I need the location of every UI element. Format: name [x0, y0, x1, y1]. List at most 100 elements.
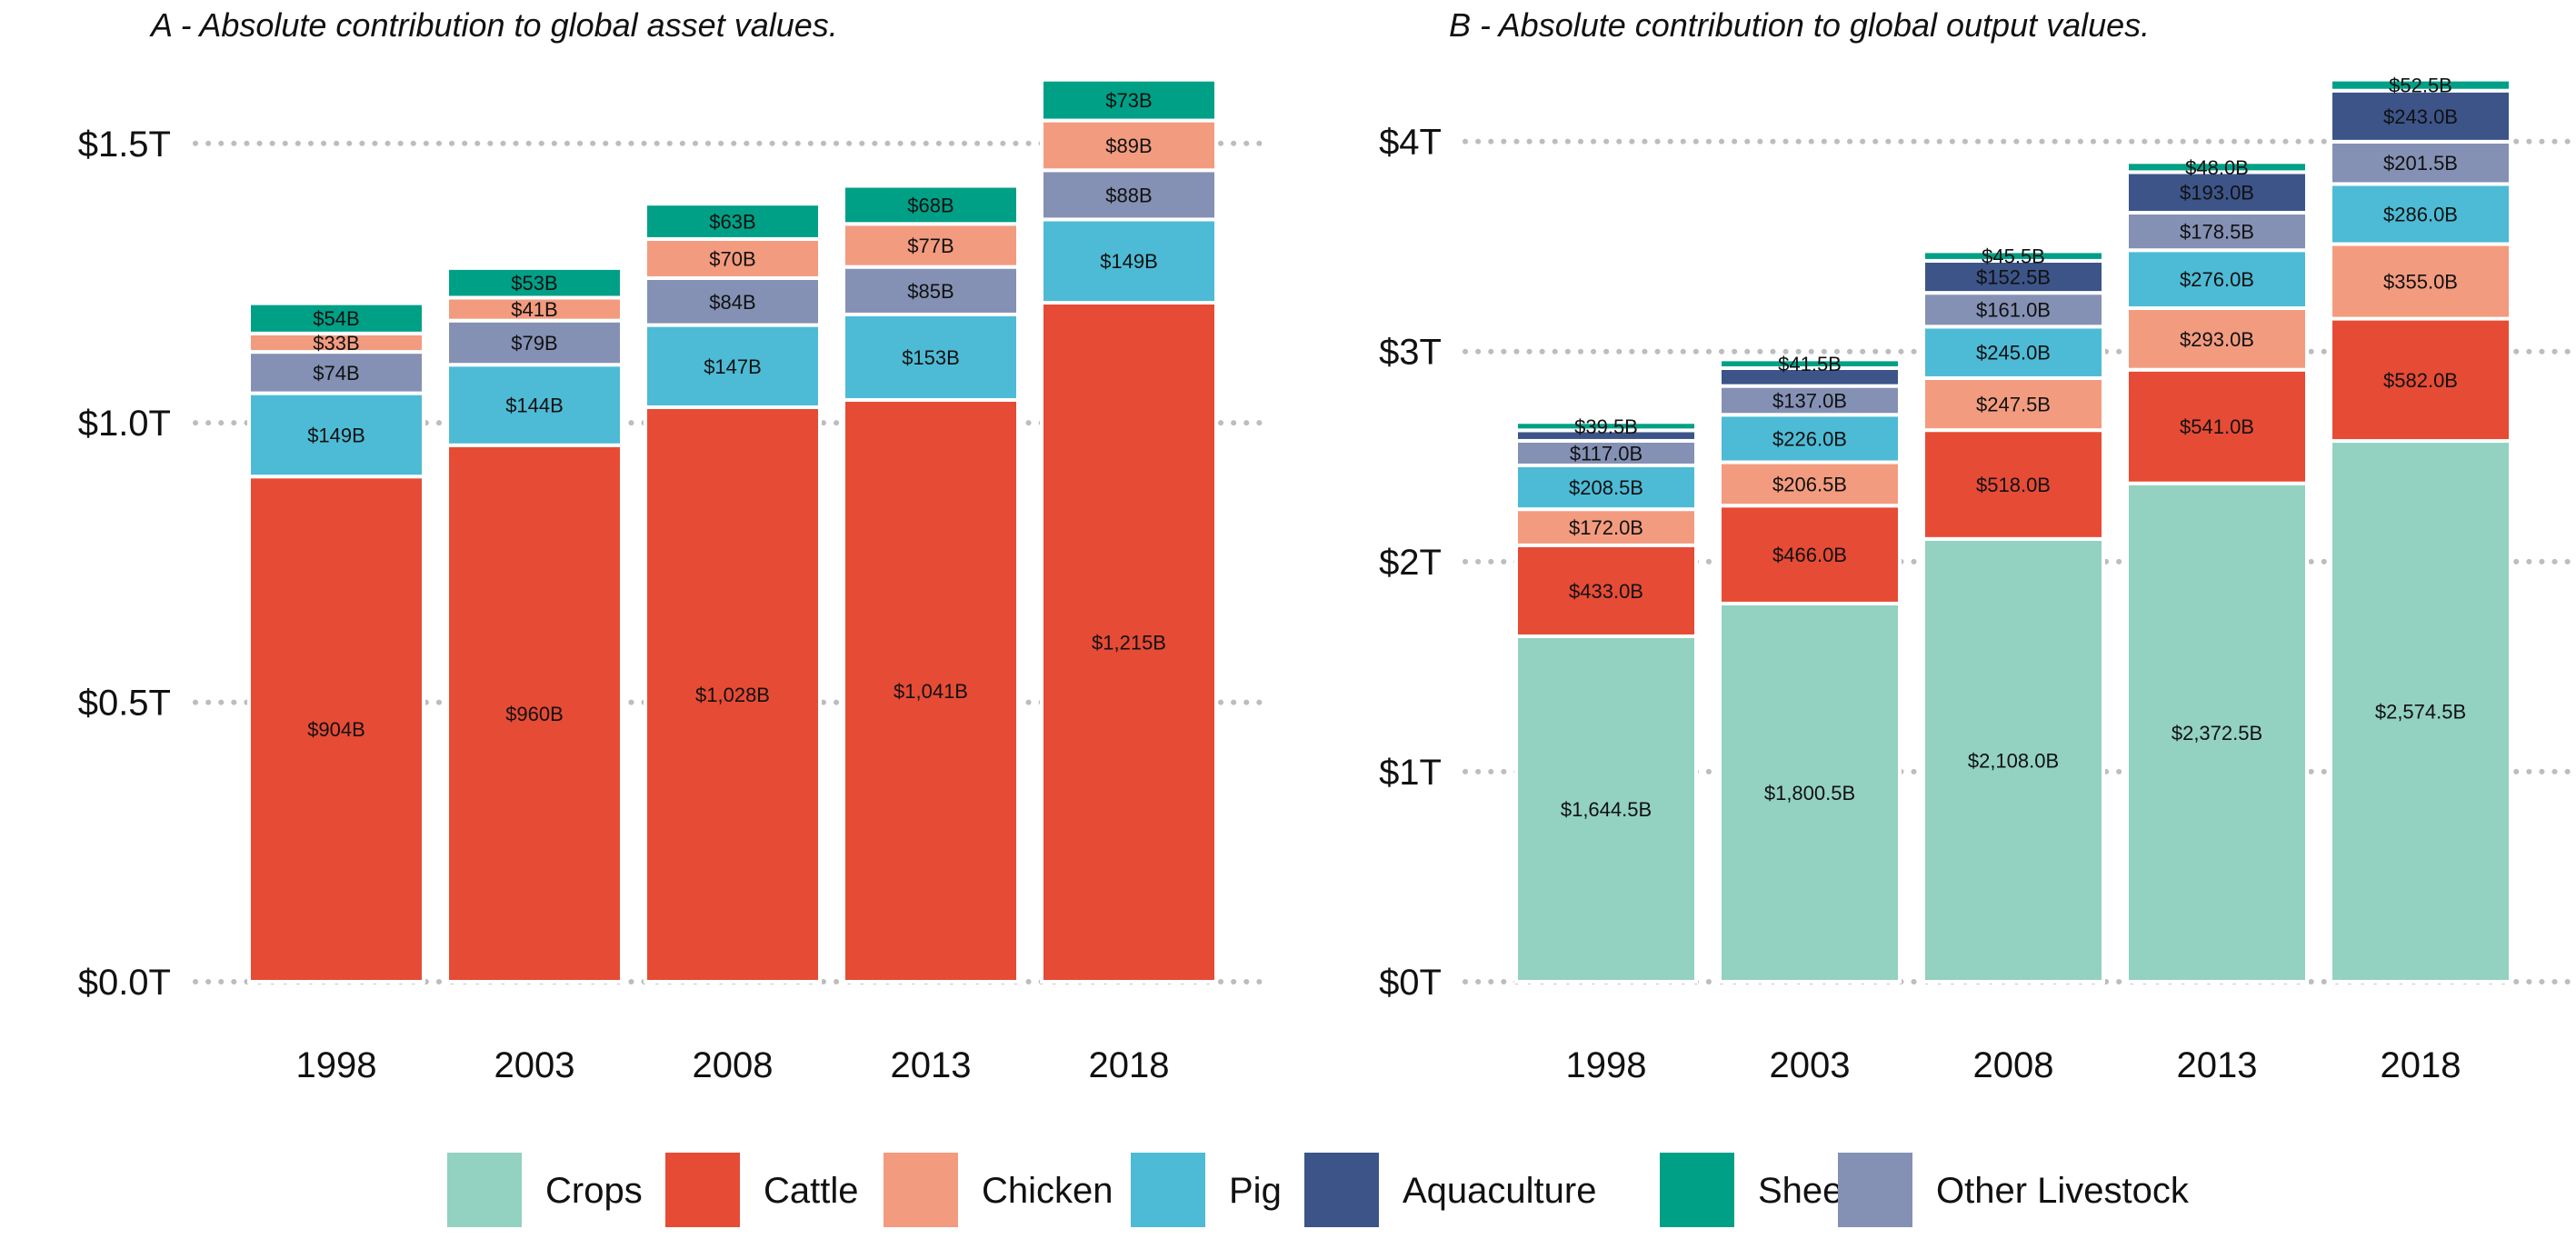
- panel-b-bar-sheep-2013: [2125, 160, 2309, 175]
- panel-b-data-label: $518.0B: [1976, 474, 2051, 496]
- legend-swatch-other-livestock: [1838, 1153, 1912, 1227]
- legend-swatch-cattle: [665, 1153, 740, 1227]
- panel-a-bar-other-livestock-2008: [644, 275, 822, 327]
- panel-b-data-label: $201.5B: [2383, 152, 2458, 175]
- panel-a-y-tick-label: $0.0T: [78, 963, 171, 1003]
- panel-b-data-label: $1,800.5B: [1764, 782, 1855, 804]
- panel-b-bar-cattle-2013: [2125, 367, 2309, 485]
- panel-a-data-label: $88B: [1105, 184, 1152, 206]
- panel-a-data-label: $70B: [709, 247, 755, 270]
- panel-b-bar-crops-2008: [1922, 536, 2105, 984]
- panel-b-data-label: $41.5B: [1778, 353, 1842, 375]
- legend-swatch-chicken: [884, 1153, 958, 1227]
- panel-b-bar-crops-2018: [2329, 439, 2512, 984]
- panel-a-data-label: $33B: [313, 332, 359, 355]
- panel-a-bars: [247, 77, 1218, 984]
- panel-a-x-tick-label: 2008: [693, 1045, 774, 1085]
- panel-b-y-tick-label: $0T: [1379, 963, 1442, 1003]
- panel-a-data-label: $1,041B: [894, 680, 968, 703]
- panel-b-bar-aquaculture-2008: [1922, 258, 2105, 295]
- panel-b-x-tick-label: 2013: [2177, 1045, 2258, 1085]
- panel-b-data-label: $206.5B: [1772, 473, 1847, 495]
- panel-a-data-label: $149B: [307, 424, 365, 446]
- panel-b-data-label: $433.0B: [1569, 580, 1643, 603]
- panel-a-data-label: $85B: [907, 280, 954, 303]
- panel-b-bar-cattle-2008: [1922, 428, 2105, 541]
- panel-a-data-label: $1,215B: [1092, 632, 1166, 654]
- panel-b-data-label: $541.0B: [2180, 415, 2254, 438]
- panel-a-bar-other-livestock-1998: [247, 350, 425, 395]
- panel-b-bar-pig-2003: [1718, 413, 1902, 465]
- panel-b-data-label: $137.0B: [1772, 389, 1847, 412]
- panel-b-data-label: $178.5B: [2180, 221, 2254, 244]
- panel-a-data-label: $74B: [313, 362, 359, 385]
- panel-b-y-axis: $0T $1T $2T $3T $4T: [1379, 123, 1442, 1003]
- panel-a-bar-chicken-2018: [1040, 118, 1218, 173]
- panel-a-bar-chicken-2008: [644, 236, 822, 280]
- panel-b-data-labels: $1,644.5B $433.0B $172.0B $208.5B $117.0B $39…: [1561, 75, 2466, 821]
- panel-b-bar-other-livestock-2003: [1718, 384, 1902, 417]
- panel-a-title: A - Absolute contribution to global asse…: [149, 6, 838, 44]
- panel-b-bar-aquaculture-2018: [2329, 88, 2512, 144]
- panel-b-data-label: $293.0B: [2180, 328, 2254, 351]
- panel-a-y-axis: $0.0T $0.5T $1.0T $1.5T: [78, 125, 171, 1003]
- panel-b-bar-crops-2013: [2125, 481, 2309, 984]
- panel-a-bar-chicken-2013: [842, 222, 1020, 269]
- panel-b-data-label: $39.5B: [1574, 415, 1638, 438]
- panel-b-data-label: $245.0B: [1976, 342, 2051, 365]
- legend: Crops Cattle Chicken Pig Aquaculture Sheep Oth…: [447, 1153, 2190, 1227]
- panel-b-bar-chicken-2013: [2125, 306, 2309, 372]
- panel-b-data-label: $52.5B: [2389, 75, 2452, 97]
- panel-b-data-label: $466.0B: [1772, 544, 1847, 566]
- panel-a-bar-chicken-2003: [445, 295, 624, 323]
- panel-b-x-tick-label: 2008: [1973, 1045, 2054, 1085]
- panel-a-data-label: $89B: [1105, 135, 1152, 157]
- legend-swatch-aquaculture: [1304, 1153, 1379, 1227]
- panel-a-data-label: $63B: [709, 211, 755, 234]
- panel-b-x-tick-label: 1998: [1566, 1045, 1647, 1085]
- panel-a-bar-other-livestock-2013: [842, 265, 1020, 316]
- panel-b-data-label: $161.0B: [1976, 299, 2051, 322]
- panel-b-bars: [1514, 77, 2512, 984]
- legend-label-other-livestock: Other Livestock: [1936, 1171, 2190, 1211]
- panel-b-data-label: $243.0B: [2383, 105, 2458, 128]
- panel-b: B - Absolute contribution to global outp…: [1379, 6, 2576, 1085]
- panel-b-data-label: $193.0B: [2180, 182, 2254, 205]
- panel-a-data-label: $54B: [313, 307, 359, 330]
- panel-a-data-label: $904B: [307, 718, 365, 741]
- legend-label-aquaculture: Aquaculture: [1403, 1171, 1596, 1211]
- panel-a-data-label: $1,028B: [695, 684, 770, 706]
- legend-swatch-pig: [1131, 1153, 1205, 1227]
- panel-b-data-label: $226.0B: [1772, 427, 1847, 450]
- panel-a-data-label: $149B: [1100, 250, 1158, 273]
- panel-b-data-label: $48.0B: [2185, 156, 2249, 179]
- panel-b-y-tick-label: $1T: [1379, 753, 1442, 793]
- panel-b-bar-sheep-2003: [1718, 357, 1902, 370]
- panel-a-data-label: $53B: [511, 272, 557, 295]
- panel-b-bar-chicken-2018: [2329, 242, 2512, 321]
- legend-label-cattle: Cattle: [764, 1171, 859, 1211]
- panel-b-data-label: $45.5B: [1982, 245, 2045, 268]
- panel-a-bar-sheep-2013: [842, 184, 1020, 226]
- panel-a: A - Absolute contribution to global asse…: [78, 6, 1271, 1085]
- panel-a-data-label: $79B: [511, 332, 557, 355]
- panel-b-data-label: $247.5B: [1976, 394, 2051, 416]
- panel-a-bar-pig-1998: [247, 391, 425, 479]
- legend-label-chicken: Chicken: [982, 1171, 1113, 1211]
- panel-a-data-label: $153B: [902, 346, 960, 369]
- legend-label-pig: Pig: [1229, 1171, 1282, 1211]
- panel-b-bar-sheep-2008: [1922, 249, 2105, 263]
- panel-a-data-label: $144B: [505, 395, 564, 417]
- panel-b-data-label: $2,108.0B: [1968, 749, 2059, 772]
- panel-b-x-tick-label: 2003: [1770, 1045, 1851, 1085]
- panel-b-bar-other-livestock-2013: [2125, 210, 2309, 253]
- panel-a-data-label: $73B: [1105, 89, 1152, 112]
- panel-b-y-tick-label: $3T: [1379, 333, 1442, 373]
- panel-a-data-label: $147B: [704, 355, 762, 378]
- panel-a-bar-pig-2008: [644, 323, 822, 409]
- panel-a-data-label: $41B: [511, 298, 557, 321]
- panel-b-bar-cattle-1998: [1514, 543, 1698, 638]
- panel-a-x-tick-label: 1998: [296, 1045, 377, 1085]
- panel-a-x-tick-label: 2018: [1089, 1045, 1170, 1085]
- panel-a-bar-cattle-2008: [644, 405, 822, 984]
